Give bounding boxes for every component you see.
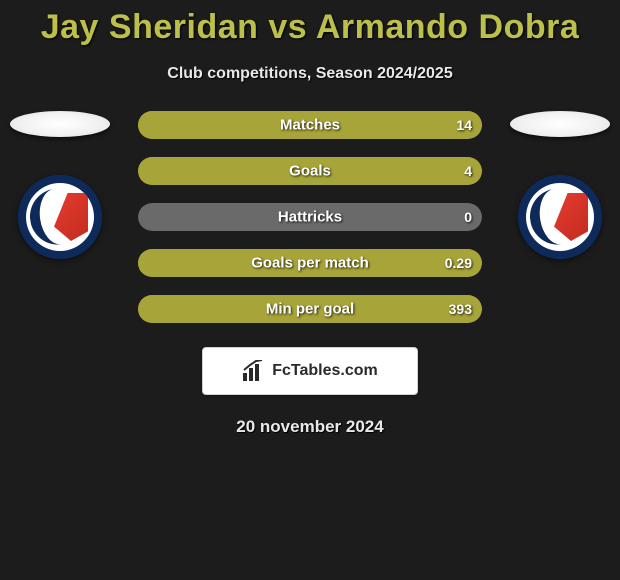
stat-bars-container: Matches 14 Goals 4 Hattricks 0 Goals per match…	[138, 111, 482, 323]
stat-row: Goals 4	[138, 157, 482, 185]
player-right-column	[500, 111, 620, 259]
stat-value-right: 14	[456, 117, 472, 133]
badge-inner-icon	[26, 183, 94, 251]
stat-value-right: 4	[464, 163, 472, 179]
content-area: Matches 14 Goals 4 Hattricks 0 Goals per match…	[0, 111, 620, 437]
comparison-date: 20 november 2024	[0, 417, 620, 437]
stat-value-right: 393	[449, 301, 472, 317]
stat-row: Matches 14	[138, 111, 482, 139]
stat-row: Min per goal 393	[138, 295, 482, 323]
attribution-box[interactable]: FcTables.com	[202, 347, 418, 395]
stat-label: Matches	[280, 117, 340, 134]
comparison-subtitle: Club competitions, Season 2024/2025	[0, 65, 620, 83]
stat-row: Goals per match 0.29	[138, 249, 482, 277]
stat-label: Goals	[289, 163, 331, 180]
player-left-column	[0, 111, 120, 259]
player-left-avatar	[10, 111, 110, 137]
comparison-title: Jay Sheridan vs Armando Dobra	[0, 0, 620, 47]
badge-inner-icon	[526, 183, 594, 251]
stat-label: Hattricks	[278, 209, 342, 226]
chart-icon	[242, 360, 266, 382]
player-right-avatar	[510, 111, 610, 137]
player-left-club-badge	[18, 175, 102, 259]
stat-label: Goals per match	[251, 255, 369, 272]
stat-value-right: 0	[464, 209, 472, 225]
stat-value-right: 0.29	[445, 255, 472, 271]
stat-row: Hattricks 0	[138, 203, 482, 231]
player-right-club-badge	[518, 175, 602, 259]
stat-label: Min per goal	[266, 301, 354, 318]
attribution-text: FcTables.com	[272, 362, 378, 380]
